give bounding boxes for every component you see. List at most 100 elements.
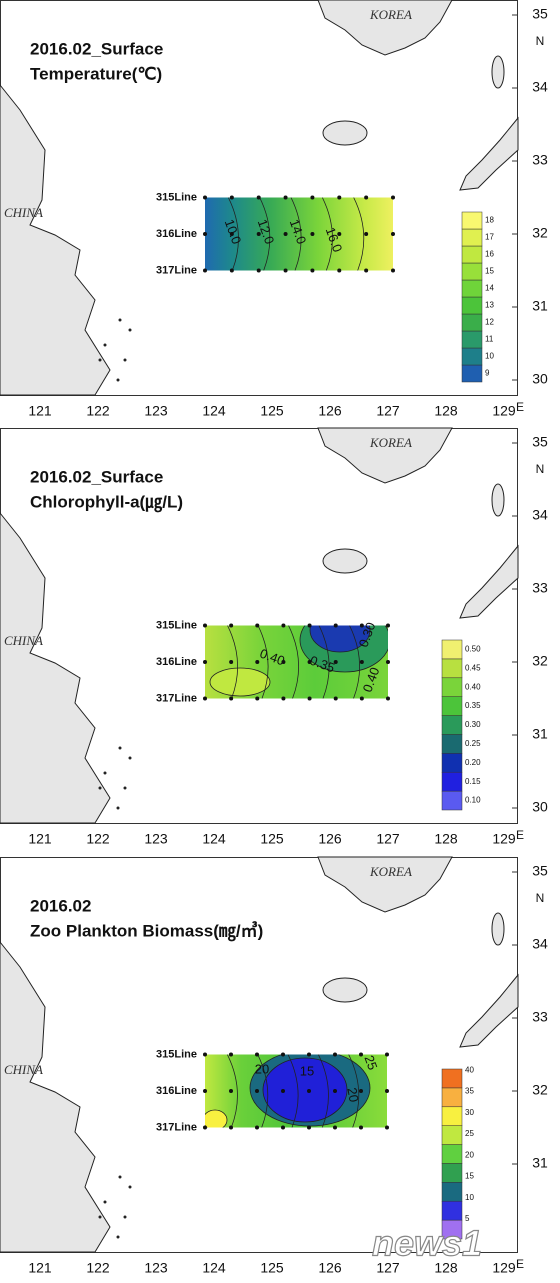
island <box>491 912 505 946</box>
colorbar-cell <box>461 296 483 315</box>
station <box>307 1089 311 1093</box>
lon-tick-label: 124 <box>202 403 226 419</box>
contour-line <box>318 625 330 699</box>
contour-line <box>257 1054 269 1128</box>
china-coast <box>0 941 111 1253</box>
islet <box>98 358 102 362</box>
station <box>307 1052 311 1057</box>
station <box>310 232 315 236</box>
station <box>385 1052 389 1057</box>
island <box>491 55 505 89</box>
islet <box>98 786 102 790</box>
station <box>333 1089 337 1093</box>
station <box>255 1089 259 1093</box>
lat-tick-label: 35 <box>532 863 548 879</box>
station <box>256 268 261 273</box>
korea-coast <box>317 856 453 913</box>
islet <box>98 1215 102 1219</box>
lon-tick-label: 121 <box>28 403 52 419</box>
station <box>359 1052 363 1057</box>
colorbar-label: 15 <box>485 267 494 276</box>
country-label: CHINA <box>4 1062 43 1077</box>
china-coast <box>0 512 111 824</box>
japan-coast <box>459 544 519 619</box>
station <box>203 1089 207 1093</box>
islet <box>123 1215 127 1219</box>
colorbar-cell <box>441 1068 463 1089</box>
station <box>364 195 369 200</box>
station <box>283 268 288 273</box>
colorbar-cell <box>461 279 483 298</box>
colorbar-cell <box>441 1163 463 1183</box>
country-label: CHINA <box>4 205 43 220</box>
islet <box>123 786 127 790</box>
lon-tick-label: 126 <box>318 1260 342 1276</box>
station <box>255 1125 259 1130</box>
islet <box>103 343 107 347</box>
station <box>359 623 364 628</box>
colorbar-label: 20 <box>465 1150 474 1159</box>
station <box>359 660 364 664</box>
station <box>229 660 234 664</box>
colorbar-label: 11 <box>485 335 494 344</box>
lon-tick-label: 129 <box>492 403 516 419</box>
islet <box>116 378 120 382</box>
lat-tick-label: 33 <box>532 1009 548 1025</box>
colorbar-label: 0.25 <box>465 739 481 748</box>
lat-tick-label: 34 <box>532 507 548 523</box>
station <box>386 696 390 701</box>
lat-tick-label: 35 <box>532 434 548 450</box>
colorbar-label: 0.20 <box>465 758 481 767</box>
lon-unit: E <box>516 400 524 414</box>
station <box>359 1089 363 1093</box>
panel-title: Chlorophyll-a(㎍/L) <box>30 492 183 513</box>
colorbar-label: 40 <box>465 1065 474 1074</box>
colorbar-label: 12 <box>485 318 494 327</box>
station <box>203 660 207 664</box>
station <box>256 232 261 236</box>
station <box>229 195 234 200</box>
lat-tick-label: 30 <box>532 799 548 815</box>
lon-tick-label: 127 <box>376 403 400 419</box>
colorbar-cell <box>441 1106 463 1126</box>
lon-unit: E <box>516 828 524 842</box>
contour-line <box>226 1054 238 1128</box>
field-blob <box>205 1109 228 1128</box>
colorbar-label: 0.45 <box>465 663 481 672</box>
panel-title: 2016.02_Surface <box>30 39 163 58</box>
lon-unit: E <box>516 1257 524 1271</box>
contour-line <box>257 625 269 699</box>
colorbar-label: 0.30 <box>465 720 481 729</box>
japan-coast <box>459 116 519 191</box>
station <box>385 1125 389 1130</box>
colorbar-label: 0.15 <box>465 777 481 786</box>
colorbar-cell <box>441 753 463 773</box>
colorbar-cell <box>461 313 483 332</box>
station <box>255 660 260 664</box>
station <box>391 232 395 236</box>
lon-tick-label: 127 <box>376 1260 400 1276</box>
station <box>385 1089 389 1093</box>
station <box>203 623 207 628</box>
lat-unit: N <box>536 462 545 476</box>
contour-line <box>290 197 302 271</box>
colorbar-label: 17 <box>485 233 494 242</box>
station <box>229 232 234 236</box>
station <box>229 1089 233 1093</box>
contour-line <box>287 1054 299 1128</box>
station <box>229 623 234 628</box>
station <box>229 696 234 701</box>
line-label: 317Line <box>156 264 197 276</box>
lon-tick-label: 123 <box>144 831 168 847</box>
jeju-island <box>322 977 368 1003</box>
lat-unit: N <box>536 891 545 905</box>
station <box>359 1125 363 1130</box>
watermark: news1 <box>372 1223 482 1264</box>
colorbar-cell <box>441 1144 463 1164</box>
lon-tick-label: 125 <box>260 1260 284 1276</box>
islet <box>118 318 122 322</box>
colorbar-cell <box>461 262 483 281</box>
station <box>203 1125 207 1130</box>
contour-line <box>288 625 300 699</box>
colorbar-cell <box>441 658 463 679</box>
